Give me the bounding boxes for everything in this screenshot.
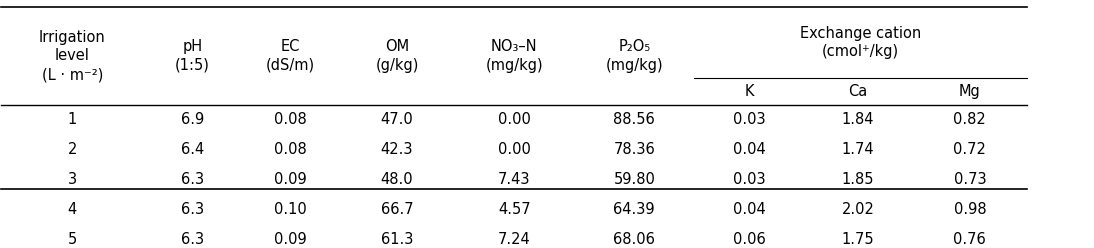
Text: 2.02: 2.02 xyxy=(841,202,874,217)
Text: Exchange cation
(cmol⁺/kg): Exchange cation (cmol⁺/kg) xyxy=(800,26,921,59)
Text: 7.24: 7.24 xyxy=(498,232,531,247)
Text: 0.03: 0.03 xyxy=(733,172,765,187)
Text: Ca: Ca xyxy=(848,84,868,99)
Text: Irrigation
level
(L · m⁻²): Irrigation level (L · m⁻²) xyxy=(39,30,106,82)
Text: 7.43: 7.43 xyxy=(498,172,531,187)
Text: 0.08: 0.08 xyxy=(275,142,307,157)
Text: NO₃–N
(mg/kg): NO₃–N (mg/kg) xyxy=(486,39,543,73)
Text: 3: 3 xyxy=(68,172,77,187)
Text: 0.82: 0.82 xyxy=(954,112,986,127)
Text: 59.80: 59.80 xyxy=(614,172,655,187)
Text: 78.36: 78.36 xyxy=(614,142,655,157)
Text: 0.04: 0.04 xyxy=(733,202,765,217)
Text: 48.0: 48.0 xyxy=(381,172,414,187)
Text: 61.3: 61.3 xyxy=(381,232,414,247)
Text: 42.3: 42.3 xyxy=(381,142,414,157)
Text: 0.00: 0.00 xyxy=(498,142,531,157)
Text: K: K xyxy=(744,84,754,99)
Text: 1.85: 1.85 xyxy=(841,172,874,187)
Text: 0.04: 0.04 xyxy=(733,142,765,157)
Text: 0.76: 0.76 xyxy=(954,232,986,247)
Text: 2: 2 xyxy=(68,142,77,157)
Text: OM
(g/kg): OM (g/kg) xyxy=(375,39,419,73)
Text: 4.57: 4.57 xyxy=(498,202,531,217)
Text: 0.72: 0.72 xyxy=(953,142,987,157)
Text: EC
(dS/m): EC (dS/m) xyxy=(266,39,315,73)
Text: 5: 5 xyxy=(68,232,77,247)
Text: pH
(1:5): pH (1:5) xyxy=(175,39,210,73)
Text: 1.84: 1.84 xyxy=(841,112,874,127)
Text: 6.3: 6.3 xyxy=(181,232,203,247)
Text: 0.03: 0.03 xyxy=(733,112,765,127)
Text: 0.06: 0.06 xyxy=(733,232,765,247)
Text: 6.3: 6.3 xyxy=(181,172,203,187)
Text: 0.09: 0.09 xyxy=(275,232,307,247)
Text: 47.0: 47.0 xyxy=(381,112,414,127)
Text: 6.9: 6.9 xyxy=(181,112,203,127)
Text: 0.73: 0.73 xyxy=(954,172,986,187)
Text: 6.3: 6.3 xyxy=(181,202,203,217)
Text: 1: 1 xyxy=(68,112,77,127)
Text: 66.7: 66.7 xyxy=(381,202,414,217)
Text: 0.09: 0.09 xyxy=(275,172,307,187)
Text: P₂O₅
(mg/kg): P₂O₅ (mg/kg) xyxy=(605,39,663,73)
Text: 0.00: 0.00 xyxy=(498,112,531,127)
Text: 1.74: 1.74 xyxy=(841,142,874,157)
Text: 0.98: 0.98 xyxy=(954,202,986,217)
Text: 68.06: 68.06 xyxy=(614,232,655,247)
Text: 88.56: 88.56 xyxy=(614,112,655,127)
Text: 0.10: 0.10 xyxy=(275,202,307,217)
Text: 6.4: 6.4 xyxy=(181,142,203,157)
Text: 4: 4 xyxy=(68,202,77,217)
Text: 64.39: 64.39 xyxy=(614,202,655,217)
Text: Mg: Mg xyxy=(959,84,980,99)
Text: 1.75: 1.75 xyxy=(841,232,874,247)
Text: 0.08: 0.08 xyxy=(275,112,307,127)
